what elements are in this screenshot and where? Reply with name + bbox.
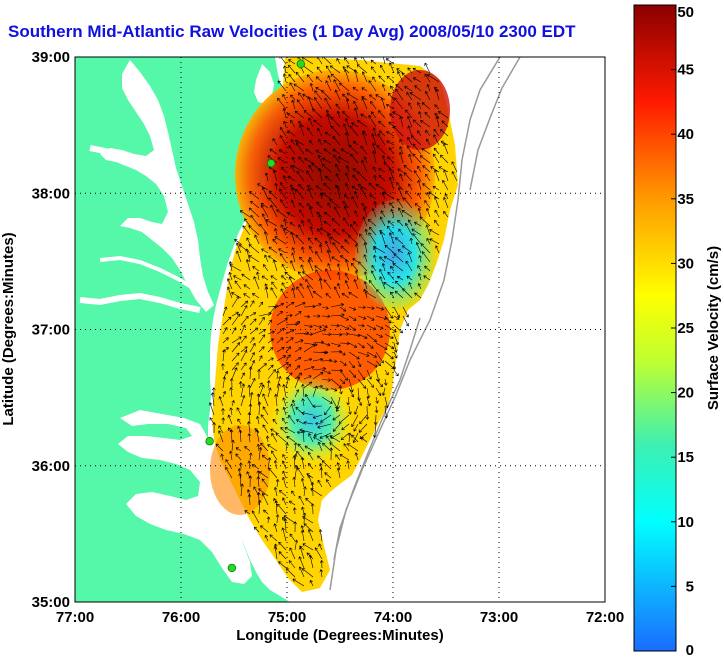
map-grid — [75, 57, 605, 602]
radar-station-marker — [227, 563, 237, 573]
colorbar-tick-label: 30 — [677, 255, 694, 272]
chesapeake-bay — [100, 60, 214, 312]
colorbar-label: Surface Velocity (cm/s) — [705, 246, 722, 410]
velocity-nearshore — [210, 425, 270, 515]
colorbar-tick-label: 35 — [677, 191, 694, 208]
low-velocity-eddy — [272, 375, 352, 465]
map-title: Southern Mid-Atlantic Raw Velocities (1 … — [8, 22, 576, 41]
colorbar-tick-label: 20 — [677, 385, 694, 402]
velocity-northeast — [390, 70, 450, 150]
x-tick-label: 75:00 — [268, 609, 306, 626]
x-tick-label: 76:00 — [162, 609, 200, 626]
land-mass — [75, 57, 290, 602]
y-tick-label: 39:00 — [32, 49, 70, 66]
x-tick-label: 74:00 — [374, 609, 412, 626]
york-river — [99, 255, 198, 292]
velocity-vectors — [208, 57, 458, 587]
radar-stations — [205, 59, 305, 573]
pamlico-sound — [118, 410, 252, 584]
colorbar-tick-label: 15 — [677, 449, 694, 466]
y-tick-label: 37:00 — [32, 322, 70, 339]
x-tick-label: 77:00 — [56, 609, 94, 626]
plot-frame — [74, 56, 606, 603]
james-river — [79, 292, 201, 313]
colorbar-tick-label: 10 — [677, 514, 694, 531]
colorbar — [633, 4, 677, 652]
y-tick-label: 35:00 — [32, 594, 70, 611]
y-tick-label: 38:00 — [32, 185, 70, 202]
colorbar-tick-label: 0 — [686, 642, 694, 659]
bathymetry-contour-2 — [469, 57, 521, 191]
colorbar-tick-label: 5 — [686, 578, 694, 595]
y-tick-labels: 39:00 38:00 37:00 36:00 35:00 — [32, 49, 70, 611]
radar-station-marker — [266, 159, 276, 168]
delaware-bay — [254, 64, 274, 104]
x-tick-labels: 77:00 76:00 75:00 74:00 73:00 72:00 — [56, 609, 624, 626]
radar-station-marker — [205, 437, 214, 446]
x-tick-label: 72:00 — [586, 609, 624, 626]
colorbar-tick-label: 50 — [677, 4, 694, 21]
colorbar-tick-label: 45 — [677, 62, 694, 79]
y-tick-label: 36:00 — [32, 458, 70, 475]
y-axis-label: Latitude (Degrees:Minutes) — [0, 232, 17, 425]
colorbar-tick-label: 25 — [677, 320, 694, 337]
radar-station-marker — [296, 59, 305, 69]
x-tick-label: 73:00 — [480, 609, 518, 626]
colorbar-tick-label: 40 — [677, 126, 694, 143]
bathymetry-contour-3 — [333, 317, 421, 561]
vector-arrows-path — [208, 57, 458, 587]
x-axis-label: Longitude (Degrees:Minutes) — [236, 627, 444, 644]
potomac-river — [89, 145, 167, 185]
